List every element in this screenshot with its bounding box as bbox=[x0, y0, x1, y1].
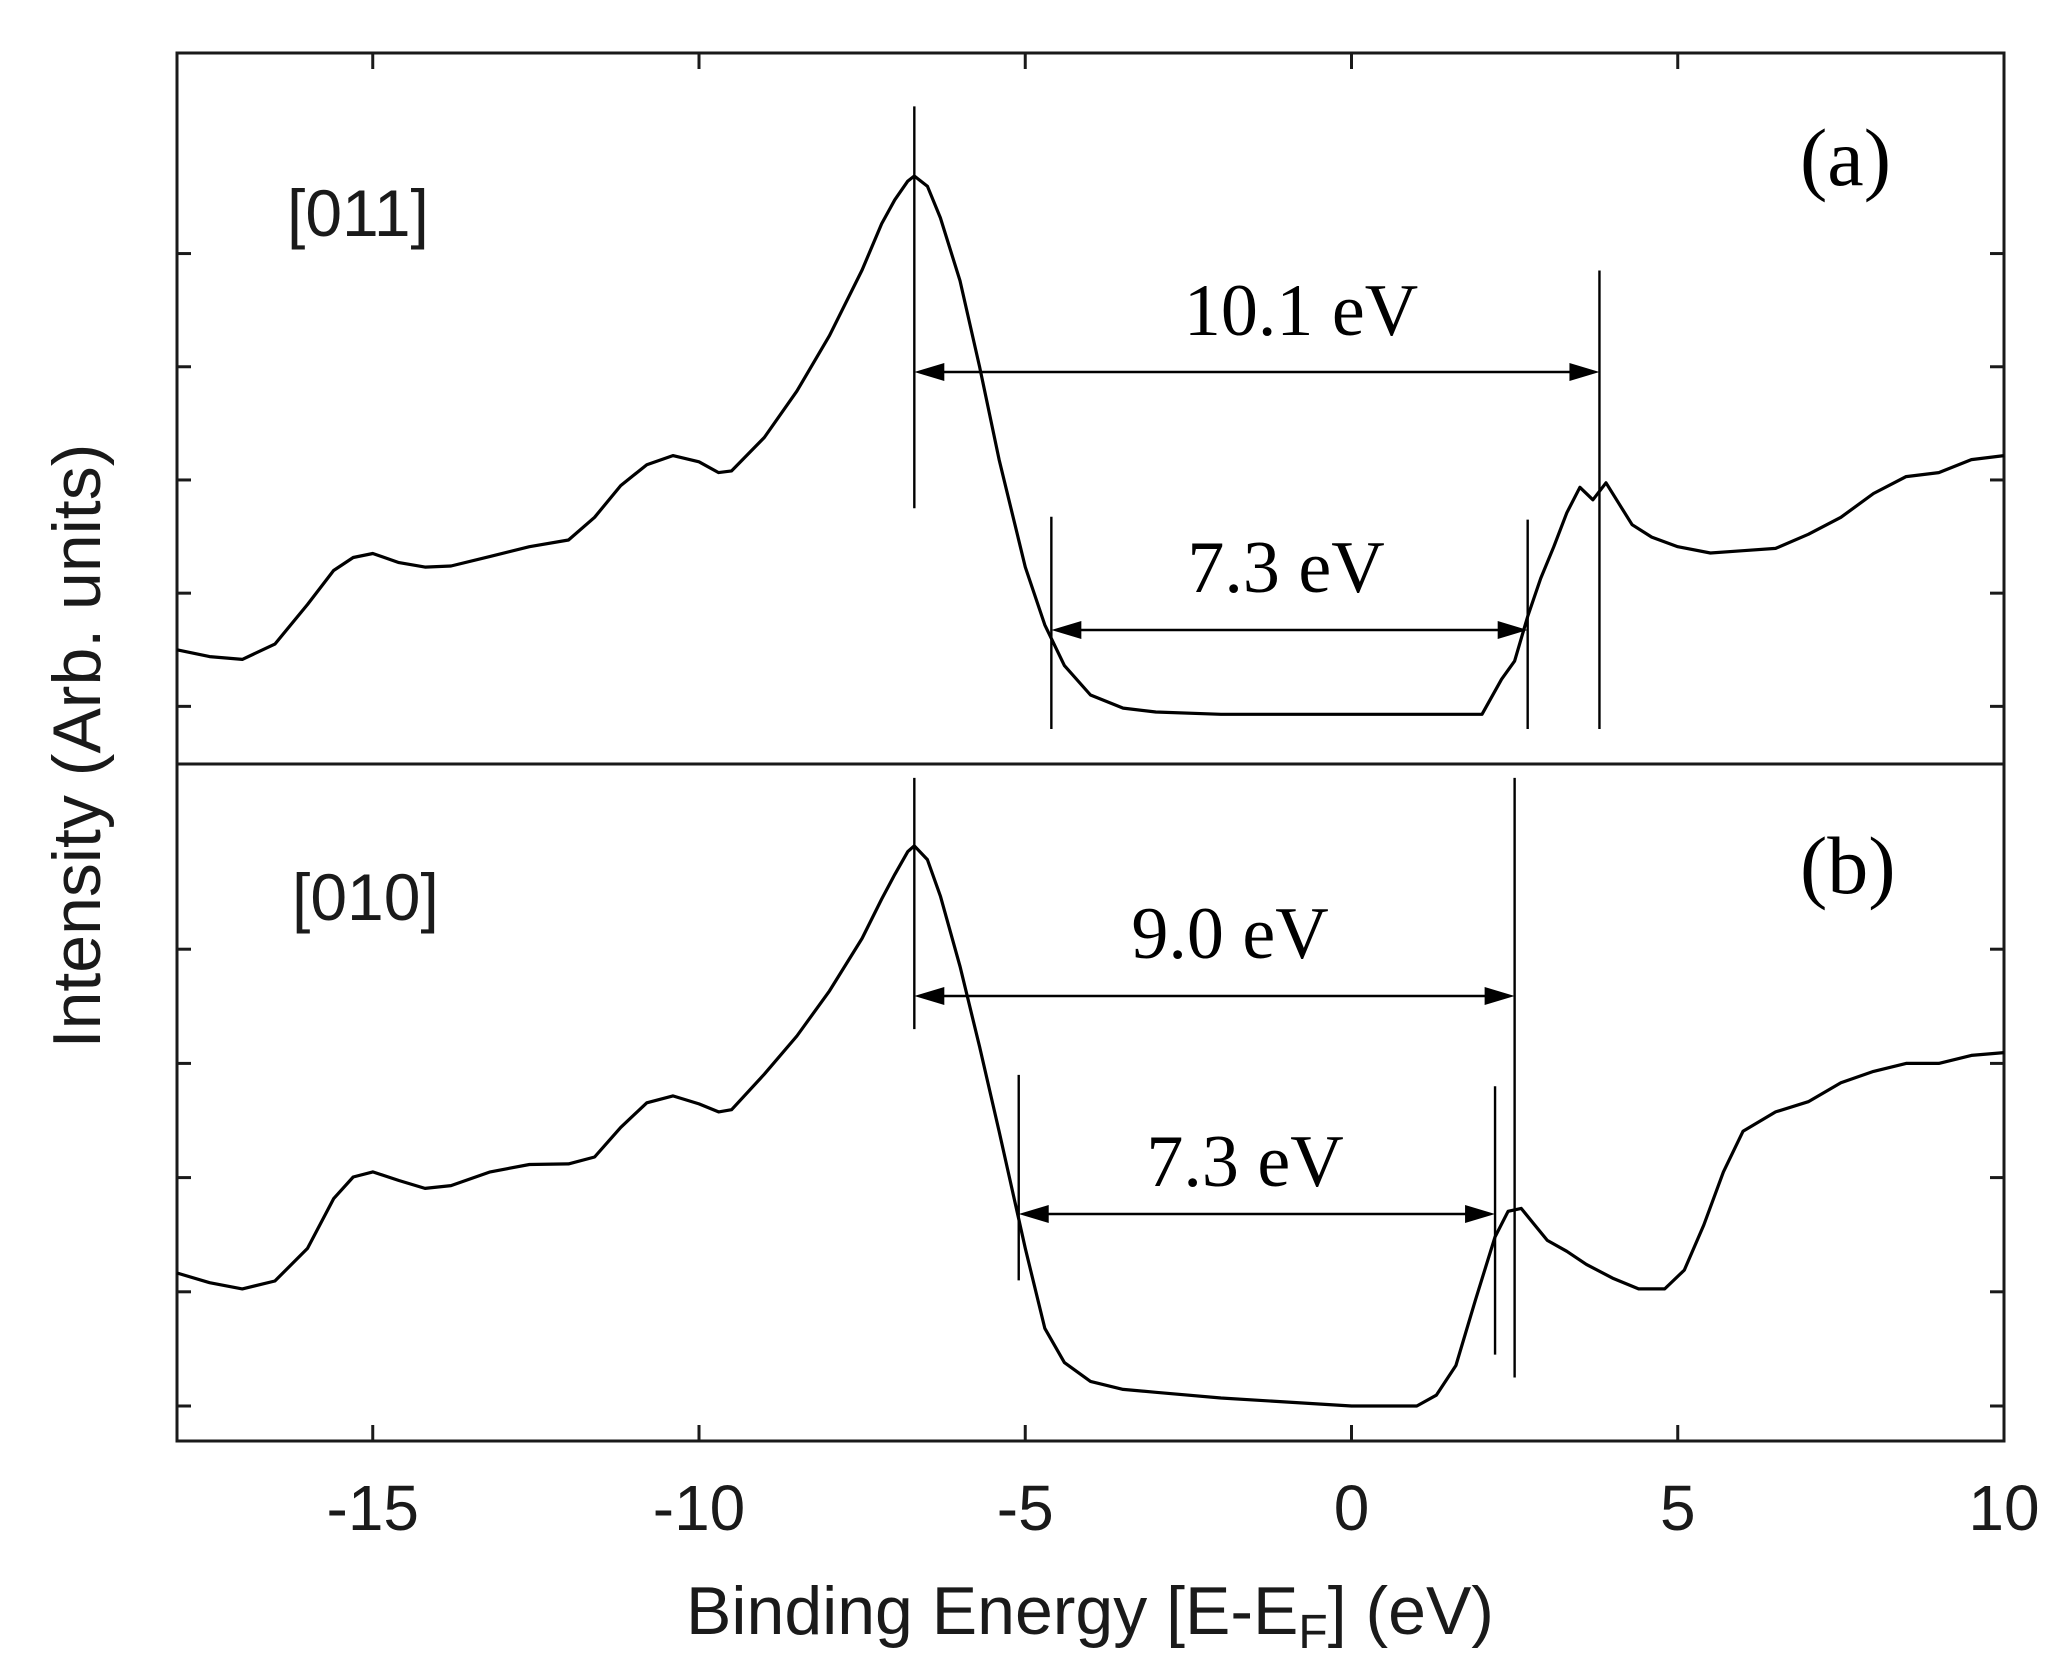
x-axis-ticks bbox=[371, 53, 2006, 1441]
panel-a-arrows bbox=[914, 363, 1600, 639]
panel-a-arrow-head-left-1 bbox=[1051, 621, 1082, 639]
panel-a-ticks bbox=[177, 252, 2004, 708]
panel-a: [011] (a) 10.1 eV 7.3 eV bbox=[176, 106, 2005, 729]
panel-b-arrow-head-right-1 bbox=[1465, 1205, 1496, 1223]
x-tick-label-3: 0 bbox=[1334, 1472, 1370, 1544]
panel-b-letter-label: (b) bbox=[1800, 820, 1896, 911]
panel-b-markers bbox=[913, 777, 1516, 1378]
panel-a-markers bbox=[913, 106, 1601, 729]
panel-b-arrow-head-left-0 bbox=[914, 987, 945, 1005]
panel-a-arrow-head-right-1 bbox=[1497, 621, 1528, 639]
panel-a-gap1-label: 10.1 eV bbox=[1184, 270, 1418, 352]
x-tick-label-4: 5 bbox=[1660, 1472, 1696, 1544]
panel-a-arrow-head-right-0 bbox=[1569, 363, 1600, 381]
panel-a-spectrum-line bbox=[176, 174, 2005, 716]
panel-a-direction-label: [011] bbox=[287, 176, 429, 250]
x-axis-label-main: Binding Energy [E-E bbox=[686, 1573, 1298, 1649]
panel-a-arrow-head-left-0 bbox=[914, 363, 945, 381]
plot-frame bbox=[175, 51, 2006, 1443]
x-axis-label-subscript: F bbox=[1298, 1606, 1327, 1659]
panel-b-arrow-head-right-0 bbox=[1484, 987, 1515, 1005]
x-axis-label: Binding Energy [E-EF] (eV) bbox=[686, 1573, 1494, 1659]
x-axis-label-tail: ] (eV) bbox=[1328, 1573, 1494, 1649]
panel-b-gap2-label: 7.3 eV bbox=[1146, 1121, 1343, 1203]
panel-a-letter-label: (a) bbox=[1800, 112, 1891, 203]
panel-b-ticks bbox=[177, 947, 2004, 1408]
x-tick-label-1: -10 bbox=[653, 1472, 746, 1544]
panel-b: [010] (b) 9.0 eV 7.3 eV bbox=[176, 777, 2005, 1408]
x-axis-tick-labels: -15 -10 -5 0 5 10 bbox=[327, 1472, 2040, 1544]
y-axis-label: Intensity (Arb. units) bbox=[39, 444, 115, 1049]
panel-b-gap1-label: 9.0 eV bbox=[1131, 893, 1328, 975]
x-tick-label-0: -15 bbox=[327, 1472, 420, 1544]
panel-b-arrow-head-left-1 bbox=[1018, 1205, 1049, 1223]
x-tick-label-5: 10 bbox=[1968, 1472, 2039, 1544]
panel-b-arrows bbox=[914, 987, 1515, 1223]
x-tick-label-2: -5 bbox=[997, 1472, 1054, 1544]
panel-b-spectrum-line bbox=[176, 844, 2005, 1408]
panel-b-direction-label: [010] bbox=[292, 860, 439, 934]
panel-a-gap2-label: 7.3 eV bbox=[1187, 527, 1384, 609]
